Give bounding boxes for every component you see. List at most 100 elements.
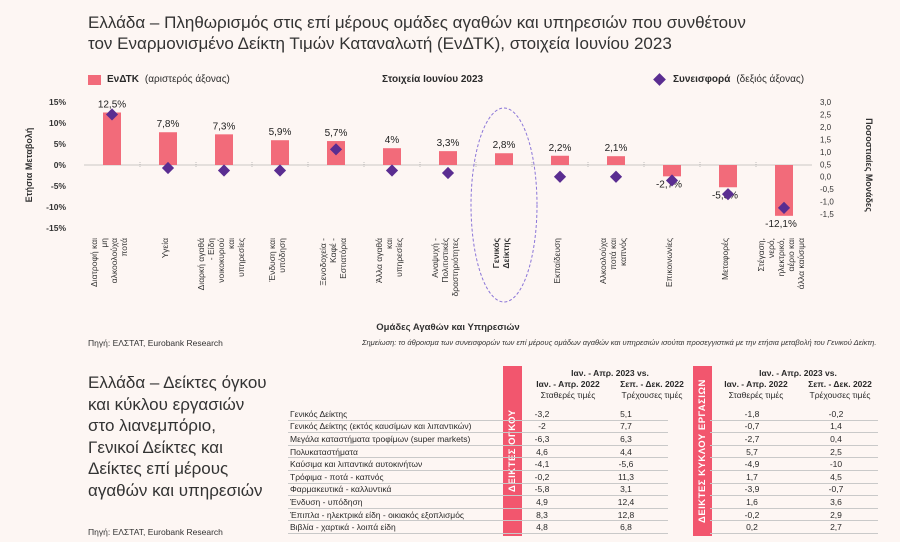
bar-value-label: 5,9% xyxy=(269,127,292,138)
bar-value-label: 12,5% xyxy=(98,100,126,111)
bar xyxy=(663,165,681,177)
row-value: -0,2 xyxy=(500,470,584,484)
table-row: Βιβλία - χαρτικά - λοιπά είδη 4,8 6,8 0,2 2,… xyxy=(288,520,878,534)
row-value: -4,1 xyxy=(500,457,584,471)
table-title: Ελλάδα – Δείκτες όγκου και κύκλου εργασι… xyxy=(88,373,267,500)
row-label: Ένδυση - υπόδηση xyxy=(288,495,500,509)
bar-value-label: -12,1% xyxy=(765,219,797,230)
row-value: 7,7 xyxy=(584,420,668,434)
chart-period: Στοιχεία Ιουνίου 2023 xyxy=(382,74,484,85)
header-volume-sub1: Σταθερές τιμές xyxy=(540,390,596,400)
contribution-marker xyxy=(161,161,175,175)
header-turnover-sub2: Τρέχουσες τιμές xyxy=(809,390,871,400)
row-value: -0,7 xyxy=(710,420,794,434)
bar-value-label: 5,7% xyxy=(325,128,348,139)
header-volume-top: Ιαν. - Απρ. 2023 vs. xyxy=(571,368,649,378)
bar xyxy=(495,153,513,165)
source-note-2: Πηγή: ΕΛΣΤΑΤ, Eurobank Research xyxy=(88,527,223,537)
source-note-1: Πηγή: ΕΛΣΤΑΤ, Eurobank Research xyxy=(88,338,223,348)
bar xyxy=(551,155,569,165)
band-gap xyxy=(668,496,710,509)
row-value: -0,2 xyxy=(710,508,794,522)
category-label: Αναψυχή -Πολιτιστικέςδραστηριότητες xyxy=(430,238,460,297)
bar xyxy=(271,140,289,165)
category-label: Επικοινωνίες xyxy=(664,238,674,287)
left-tick-label: -5% xyxy=(51,181,67,191)
row-label: Τρόφιμα - ποτά - καπνός xyxy=(288,470,500,484)
row-label: Γενικός Δείκτης xyxy=(288,408,500,421)
table-row: Μεγάλα καταστήματα τροφίμων (super marke… xyxy=(288,432,878,446)
right-tick-label: 0,5 xyxy=(820,160,832,169)
left-tick-label: 15% xyxy=(49,97,66,107)
category-label: Στέγαση,νερό,ηλεκτρικό,αέριο καιάλλα καύ… xyxy=(756,238,806,289)
row-value: 12,4 xyxy=(584,495,668,509)
category-label: ΓενικόςΔείκτης xyxy=(491,237,511,268)
bar xyxy=(383,148,401,165)
row-value: 3,1 xyxy=(584,483,668,497)
row-label: Μεγάλα καταστήματα τροφίμων (super marke… xyxy=(288,432,500,446)
left-tick-label: 5% xyxy=(54,139,67,149)
row-value: 1,6 xyxy=(710,495,794,509)
row-label: Καύσιμα και λιπαντικά αυτοκινήτων xyxy=(288,457,500,471)
band-gap xyxy=(668,521,710,534)
table-row: Έπιπλα - ηλεκτρικά είδη - οικιακός εξοπλ… xyxy=(288,508,878,522)
band-gap xyxy=(668,433,710,446)
row-value: -10 xyxy=(794,457,878,471)
row-value: 12,8 xyxy=(584,508,668,522)
x-axis-title: Ομάδες Αγαθών και Υπηρεσιών xyxy=(376,322,519,333)
category-label: Ξενοδοχεία -Καφέ -Εστιατόρια xyxy=(318,238,348,286)
bar xyxy=(439,151,457,165)
right-tick-label: 0,0 xyxy=(820,173,832,182)
row-value: -1,8 xyxy=(710,408,794,421)
band-gap xyxy=(668,508,710,521)
right-tick-label: -0,5 xyxy=(820,185,834,194)
row-value: -3,9 xyxy=(710,483,794,497)
header-turnover-col1: Ιαν. - Απρ. 2022 xyxy=(724,379,788,389)
row-value: -5,8 xyxy=(500,483,584,497)
chart-title: Ελλάδα – Πληθωρισμός στις επί μέρους ομά… xyxy=(88,13,746,53)
header-turnover: Ιαν. - Απρ. 2023 vs. Ιαν. - Απρ. 2022 Σε… xyxy=(714,368,882,401)
contribution-marker xyxy=(385,164,399,177)
bar-value-label: 4% xyxy=(385,135,400,146)
header-turnover-sub1: Σταθερές τιμές xyxy=(728,390,784,400)
bar xyxy=(159,132,177,165)
row-value: 1,7 xyxy=(710,470,794,484)
contribution-marker xyxy=(553,170,567,183)
row-value: -3,2 xyxy=(500,408,584,421)
row-label: Φαρμακευτικά - καλλυντικά xyxy=(288,483,500,497)
table-row: Πολυκαταστήματα 4,6 4,4 5,7 2,5 xyxy=(288,445,878,459)
header-turnover-col2: Σεπ. - Δεκ. 2022 xyxy=(808,379,872,389)
category-label: Αλκοολούχαποτά καικαπνός xyxy=(598,238,628,284)
retail-table: Γενικός Δείκτης -3,2 5,1 -1,8 -0,2 Γενικός Δε… xyxy=(288,408,878,534)
row-value: 2,5 xyxy=(794,445,878,459)
category-label: Υγεία xyxy=(160,238,170,258)
row-label: Γενικός Δείκτης (εκτός καυσίμων και λιπα… xyxy=(288,420,500,434)
legend-dot: Συνεισφορά (δεξιός άξονας) xyxy=(652,73,805,86)
y-axis-left-title: Ετήσια Μεταβολή xyxy=(24,128,34,203)
bar-value-label: 2,2% xyxy=(549,143,572,154)
bar-value-label: 2,1% xyxy=(605,143,628,154)
row-value: 2,7 xyxy=(794,520,878,534)
row-value: 6,3 xyxy=(584,432,668,446)
right-tick-label: 1,5 xyxy=(820,135,832,144)
row-value: 4,8 xyxy=(500,520,584,534)
table-row: Καύσιμα και λιπαντικά αυτοκινήτων -4,1 -5,… xyxy=(288,457,878,471)
bar-swatch xyxy=(88,74,101,85)
row-value: 5,1 xyxy=(584,408,668,421)
contribution-marker xyxy=(273,164,287,177)
row-value: 1,4 xyxy=(794,420,878,434)
contribution-marker xyxy=(329,143,343,156)
highlight-ellipse xyxy=(470,107,538,303)
band-gap xyxy=(668,408,710,420)
bar-value-label: 7,3% xyxy=(213,121,236,132)
bar xyxy=(215,134,233,165)
legend-dot-label: Συνεισφορά xyxy=(673,74,731,85)
band-gap xyxy=(668,420,710,433)
row-value: -4,9 xyxy=(710,457,794,471)
table-row: Τρόφιμα - ποτά - καπνός -0,2 11,3 1,7 4,5 xyxy=(288,470,878,484)
row-value: -6,3 xyxy=(500,432,584,446)
left-tick-label: -10% xyxy=(46,202,66,212)
table-row: Ένδυση - υπόδηση 4,9 12,4 1,6 3,6 xyxy=(288,495,878,509)
legend-dot-axis: (δεξιός άξονας) xyxy=(736,74,805,85)
y-axis-right-title: Ποσοστιαίες Μονάδες xyxy=(864,118,874,212)
